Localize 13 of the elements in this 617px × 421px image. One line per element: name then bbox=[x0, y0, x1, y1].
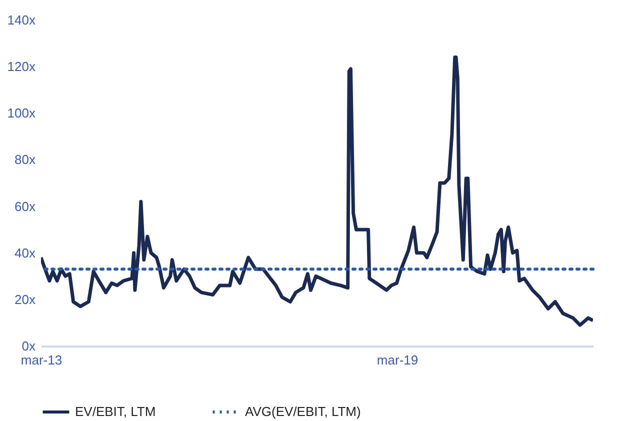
y-tick-label: 0x bbox=[22, 338, 36, 354]
legend-label: AVG(EV/EBIT, LTM) bbox=[245, 404, 361, 419]
x-tick-label: mar-13 bbox=[20, 352, 62, 368]
y-tick-label: 140x bbox=[7, 12, 36, 28]
y-tick-label: 40x bbox=[14, 245, 36, 260]
y-tick-label: 20x bbox=[14, 292, 36, 307]
y-tick-label: 120x bbox=[7, 59, 36, 74]
x-tick-label: mar-19 bbox=[376, 352, 418, 368]
y-tick-label: 80x bbox=[14, 152, 36, 168]
y-tick-label: 60x bbox=[14, 198, 36, 214]
legend-label: EV/EBIT, LTM bbox=[75, 404, 156, 419]
line-series bbox=[41, 56, 593, 327]
y-tick-label: 100x bbox=[7, 106, 36, 121]
